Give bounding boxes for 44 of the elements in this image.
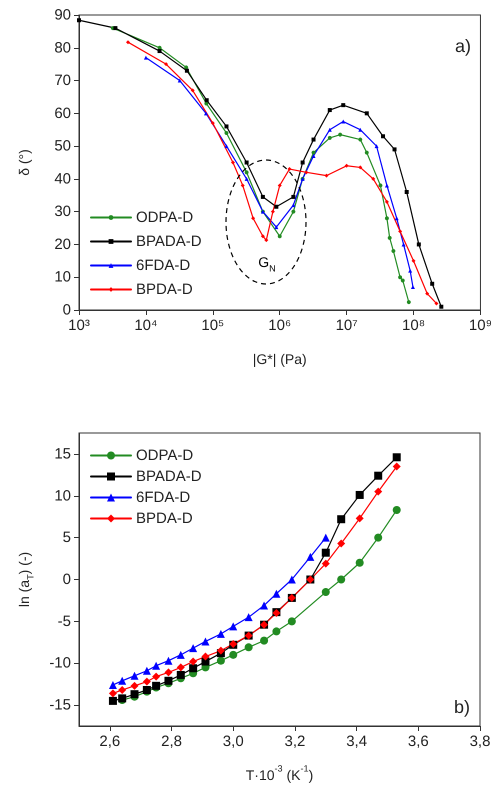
legend-label: BPADA-D [136,233,202,250]
x-axis-title: |G*| (Pa) [252,351,307,367]
y-tick-label: -15 [49,696,71,714]
x-tick-label: 10⁶ [268,317,292,334]
y-tick-label: 30 [54,203,71,220]
y-tick-label: 10 [54,268,71,286]
x-tick-label: 2,6 [99,733,120,750]
y-tick-label: 80 [54,39,71,56]
y-tick-label: 70 [54,72,71,90]
y-axis-title: δ (°) [16,149,32,176]
annotation: b) [454,697,470,717]
legend-label: BPDA-D [136,510,193,527]
y-tick-label: 0 [62,571,71,588]
y-tick-label: 20 [54,236,71,253]
y-tick-label: 90 [54,6,71,24]
legend-label: BPDA-D [136,281,193,298]
x-tick-label: 10⁸ [402,317,426,334]
y-tick-label: -5 [58,612,71,630]
y-tick-label: 40 [54,170,71,188]
x-tick-label: 10⁵ [201,317,224,334]
x-tick-label: 10⁴ [134,317,158,334]
y-axis-title: ln (aT) (-) [16,552,36,608]
y-tick-label: 50 [54,138,71,155]
y-tick-label: 0 [62,302,71,318]
legend-label: ODPA-D [136,447,194,464]
x-tick-label: 10³ [68,317,90,334]
x-tick-label: 3,0 [222,733,244,750]
x-tick-label: 2,8 [161,733,182,750]
x-tick-label: 3,6 [408,733,429,750]
y-tick-label: 60 [54,104,71,122]
annotation: a) [454,36,472,56]
x-tick-label: 3,8 [470,733,490,750]
legend-label: 6FDA-D [136,257,190,274]
x-tick-label: 3,2 [284,733,306,750]
x-tick-label: 10⁹ [468,317,492,334]
y-tick-label: 10 [54,487,71,504]
legend-label: ODPA-D [136,209,194,226]
y-tick-label: -10 [49,654,71,672]
legend-label: BPADA-D [136,468,202,485]
y-tick-label: 5 [62,529,71,546]
legend-label: 6FDA-D [136,489,190,506]
x-tick-label: 3,4 [346,733,368,750]
x-tick-label: 10⁷ [336,317,358,334]
y-tick-label: 15 [54,445,71,462]
